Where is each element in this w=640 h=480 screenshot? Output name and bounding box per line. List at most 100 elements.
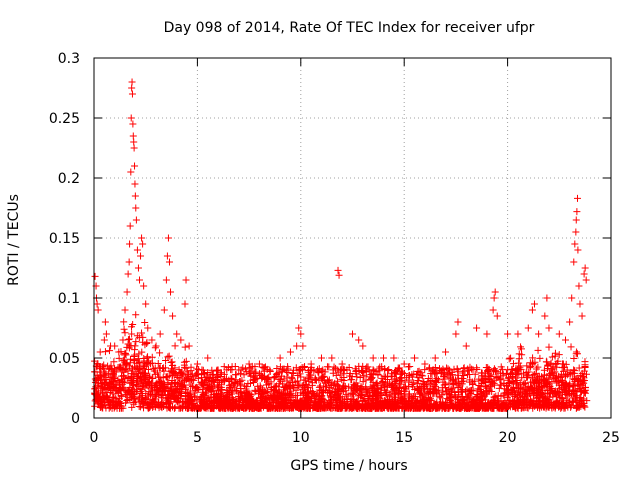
data-point xyxy=(129,132,137,140)
data-point xyxy=(401,370,409,378)
data-point xyxy=(123,288,131,296)
data-point xyxy=(429,390,437,398)
data-point xyxy=(359,397,367,405)
data-point xyxy=(362,404,370,412)
data-point xyxy=(431,354,439,362)
data-point xyxy=(381,365,389,373)
data-point xyxy=(529,354,537,362)
data-point xyxy=(395,404,403,412)
data-point xyxy=(380,403,388,411)
data-point xyxy=(374,371,382,379)
data-point xyxy=(528,360,536,368)
data-point xyxy=(328,354,336,362)
data-point xyxy=(228,404,236,412)
data-point xyxy=(424,374,432,382)
data-point xyxy=(137,252,145,260)
data-point xyxy=(436,394,444,402)
data-point xyxy=(91,389,99,397)
data-point xyxy=(567,343,575,351)
data-point xyxy=(428,369,436,377)
data-point xyxy=(307,360,315,368)
data-point xyxy=(543,358,551,366)
data-point xyxy=(477,395,485,403)
data-point xyxy=(530,370,538,378)
data-point xyxy=(522,391,530,399)
data-point xyxy=(294,372,302,380)
data-point xyxy=(370,384,378,392)
points-layer xyxy=(91,78,591,412)
data-point xyxy=(119,336,127,344)
data-point xyxy=(337,399,345,407)
data-point xyxy=(132,216,140,224)
data-point xyxy=(265,402,273,410)
data-point xyxy=(191,392,199,400)
data-point xyxy=(306,366,314,374)
data-point xyxy=(421,404,429,412)
data-point xyxy=(286,385,294,393)
data-point xyxy=(204,401,212,409)
data-point xyxy=(380,354,388,362)
data-point xyxy=(106,364,114,372)
data-point xyxy=(388,404,396,412)
data-point xyxy=(301,363,309,371)
data-point xyxy=(199,399,207,407)
data-point xyxy=(453,365,461,373)
data-point xyxy=(509,369,517,377)
data-point xyxy=(454,396,462,404)
data-point xyxy=(400,360,408,368)
data-point xyxy=(536,390,544,398)
data-point xyxy=(135,276,143,284)
data-point xyxy=(156,349,164,357)
data-point xyxy=(555,351,563,359)
data-point xyxy=(468,378,476,386)
data-point xyxy=(110,375,118,383)
data-point xyxy=(440,381,448,389)
data-point xyxy=(220,363,228,371)
data-point xyxy=(362,376,370,384)
data-point xyxy=(301,397,309,405)
data-point xyxy=(526,402,534,410)
data-point xyxy=(261,363,269,371)
x-tick-label: 0 xyxy=(90,430,99,446)
data-point xyxy=(227,383,235,391)
data-point xyxy=(130,138,138,146)
data-point xyxy=(100,381,108,389)
data-point xyxy=(224,364,232,372)
data-point xyxy=(546,393,554,401)
data-point xyxy=(168,358,176,366)
data-point xyxy=(117,404,125,412)
data-point xyxy=(571,386,579,394)
data-point xyxy=(334,368,342,376)
data-point xyxy=(129,120,137,128)
data-point xyxy=(115,354,123,362)
data-point xyxy=(110,404,118,412)
data-point xyxy=(98,385,106,393)
data-point xyxy=(491,381,499,389)
data-point xyxy=(344,402,352,410)
data-point xyxy=(578,312,586,320)
data-point xyxy=(505,379,513,387)
data-point xyxy=(466,363,474,371)
data-point xyxy=(464,403,472,411)
data-point xyxy=(397,374,405,382)
data-point xyxy=(199,366,207,374)
data-point xyxy=(116,364,124,372)
data-point xyxy=(459,388,467,396)
data-point xyxy=(245,360,253,368)
data-point xyxy=(525,390,533,398)
data-point xyxy=(410,379,418,387)
data-point xyxy=(304,384,312,392)
data-point xyxy=(359,362,367,370)
data-point xyxy=(138,329,146,337)
data-point xyxy=(185,404,193,412)
data-point xyxy=(182,276,190,284)
data-point xyxy=(334,266,342,274)
data-point xyxy=(220,377,228,385)
data-point xyxy=(447,375,455,383)
data-point xyxy=(214,387,222,395)
data-point xyxy=(536,377,544,385)
data-point xyxy=(195,365,203,373)
data-point xyxy=(545,387,553,395)
data-point xyxy=(143,400,151,408)
